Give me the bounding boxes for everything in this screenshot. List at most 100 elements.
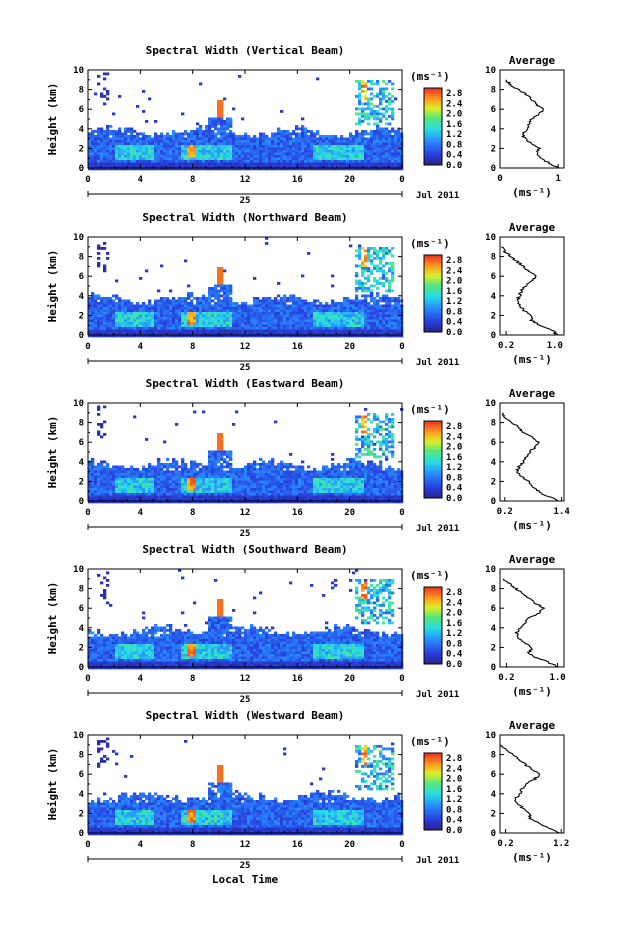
colorbar-segment [424,480,442,483]
x-tick-label: 4 [138,674,144,684]
colorbar-segment [424,475,442,478]
profile-x-label: (ms⁻¹) [512,519,552,532]
colorbar-segment [424,317,442,320]
x-tick-label: 20 [344,342,355,352]
colorbar-segment [424,304,442,307]
colorbar-segment [424,638,442,641]
colorbar-segment [424,628,442,631]
colorbar-segment [424,825,442,828]
colorbar-segment [424,134,442,137]
colorbar-segment [424,485,442,488]
colorbar-tick-label: 2.8 [446,588,462,598]
colorbar-segment [424,636,442,639]
profile-y-tick-label: 10 [485,399,496,409]
colorbar-segment [424,127,442,130]
colorbar-segment [424,426,442,429]
profile-y-tick-label: 4 [491,292,497,302]
profile-y-tick-label: 2 [491,311,496,321]
colorbar-segment [424,144,442,147]
colorbar-segment [424,142,442,145]
profile-x-tick-label: 1.2 [553,839,569,849]
panel-title: Spectral Width (Southward Beam) [142,543,347,556]
colorbar-segment [424,132,442,135]
colorbar-segment [424,124,442,127]
y-tick-label: 2 [79,144,84,154]
colorbar-unit: (ms⁻¹) [410,735,450,748]
colorbar-segment [424,761,442,764]
heatmap-cells [88,406,403,504]
colorbar-segment [424,641,442,644]
colorbar-tick-label: 0.4 [446,484,463,494]
colorbar-segment [424,631,442,634]
colorbar-segment [424,781,442,784]
profile-x-label: (ms⁻¹) [512,851,552,864]
profile-y-tick-label: 6 [491,604,496,614]
colorbar-segment [424,258,442,261]
y-axis-label: Height (km) [46,250,59,323]
y-axis-label: Height (km) [46,748,59,821]
colorbar-segment [424,768,442,771]
x-tick-label: 12 [240,175,251,185]
colorbar-unit: (ms⁻¹) [410,403,450,416]
y-tick-label: 4 [79,292,85,302]
colorbar-segment [424,493,442,496]
y-tick-label: 0 [79,331,84,341]
y-tick-label: 6 [79,770,84,780]
colorbar-tick-label: 0.0 [446,161,462,171]
colorbar-tick-label: 2.8 [446,89,462,99]
colorbar-tick-label: 0.8 [446,639,462,649]
colorbar-segment [424,822,442,825]
profile-title: Average [509,54,556,67]
y-tick-label: 2 [79,477,84,487]
colorbar-segment [424,812,442,815]
colorbar-segment [424,605,442,608]
profile-title: Average [509,553,556,566]
colorbar-tick-label: 1.6 [446,785,462,795]
date-month-label: Jul 2011 [416,690,459,700]
colorbar-tick-label: 2.4 [446,99,463,109]
colorbar-segment [424,488,442,491]
y-axis-label: Height (km) [46,416,59,489]
colorbar-segment [424,439,442,442]
x-tick-label: 0 [399,508,404,518]
colorbar-tick-label: 2.0 [446,775,462,785]
colorbar-segment [424,454,442,457]
heatmap-cells [88,237,403,337]
date-day-label: 25 [240,363,251,373]
colorbar-segment [424,626,442,629]
y-tick-label: 0 [79,164,84,174]
colorbar-segment [424,327,442,330]
colorbar-segment [424,273,442,276]
colorbar-segment [424,98,442,101]
x-tick-label: 0 [85,840,90,850]
colorbar-tick-label: 1.6 [446,287,462,297]
colorbar-segment [424,431,442,434]
colorbar-segment [424,442,442,445]
panel-title: Spectral Width (Vertical Beam) [146,44,345,57]
x-tick-label: 8 [190,342,195,352]
colorbar-segment [424,278,442,281]
colorbar-segment [424,792,442,795]
colorbar-segment [424,294,442,297]
x-tick-label: 8 [190,674,195,684]
colorbar-segment [424,263,442,266]
profile-x-tick-label: 1.0 [549,673,565,683]
colorbar-tick-label: 1.2 [446,629,462,639]
x-tick-label: 4 [138,175,144,185]
colorbar-segment [424,802,442,805]
colorbar-segment [424,436,442,439]
profile-line [503,579,558,667]
colorbar-segment [424,784,442,787]
profile-x-label: (ms⁻¹) [512,186,552,199]
y-tick-label: 6 [79,438,84,448]
colorbar-tick-label: 2.0 [446,443,462,453]
colorbar-unit: (ms⁻¹) [410,70,450,83]
y-tick-label: 2 [79,809,84,819]
x-tick-label: 0 [85,342,90,352]
profile-y-tick-label: 10 [485,233,496,243]
colorbar-segment [424,656,442,659]
profile-line [501,745,559,833]
x-axis-label: Local Time [212,873,279,886]
colorbar-segment [424,758,442,761]
colorbar-tick-label: 2.8 [446,256,462,266]
